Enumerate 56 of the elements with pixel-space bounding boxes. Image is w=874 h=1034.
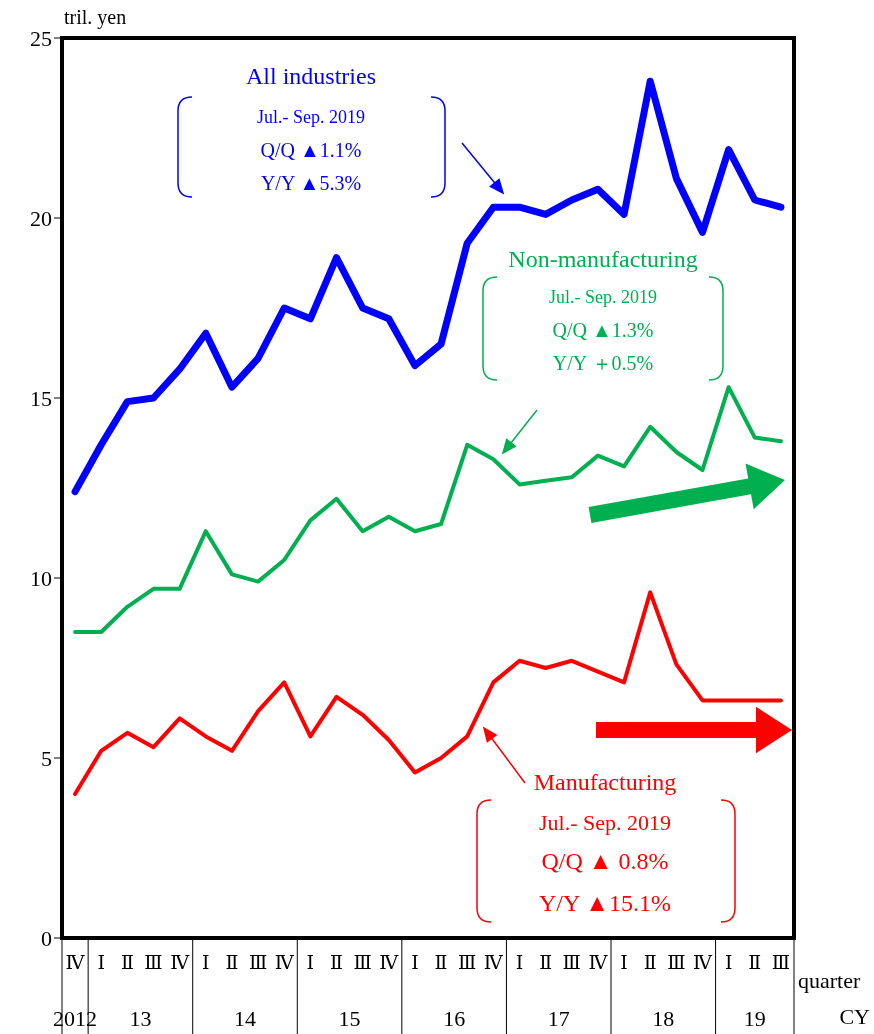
x-tick-label: Ⅳ: [274, 951, 295, 974]
x-tick-label: Ⅲ: [248, 951, 268, 974]
x-tick-label: Ⅳ: [693, 951, 714, 974]
annotation: Q/Q ▲ 0.8%: [541, 848, 669, 874]
x-tick-label: Ⅲ: [144, 951, 163, 974]
annotation: Y/Y ＋0.5%: [552, 352, 654, 374]
annotation: Y/Y ▲15.1%: [538, 890, 672, 916]
x-tick-label: Ⅱ: [539, 951, 553, 974]
text: Non-manufacturing: [508, 246, 698, 272]
x-tick-label: Ⅰ: [515, 951, 524, 974]
x-tick-label: Ⅲ: [562, 951, 581, 974]
text: CY: [839, 1004, 871, 1029]
x-tick-label: Ⅳ: [483, 951, 504, 974]
annotation: Jul.- Sep. 2019: [549, 287, 657, 307]
text: Manufacturing: [533, 769, 677, 795]
x-tick-label: Ⅱ: [748, 951, 762, 974]
annotation: Jul.- Sep. 2019: [539, 810, 671, 835]
text: 14: [234, 1006, 256, 1031]
x-tick-label: Ⅰ: [97, 951, 105, 974]
x-tick-label: Ⅳ: [379, 951, 400, 974]
x-tick-label: Ⅱ: [434, 951, 448, 974]
annotation: Q/Q ▲1.1%: [260, 139, 362, 161]
x-tick-label: Ⅲ: [667, 951, 686, 974]
x-tick-label: Ⅱ: [643, 951, 657, 974]
y-tick-label: 0: [41, 925, 52, 951]
text: 13: [129, 1006, 152, 1031]
x-tick-label: Ⅱ: [225, 951, 239, 974]
annotation: Q/Q ▲1.3%: [552, 319, 654, 341]
x-tick-label: Ⅳ: [65, 951, 86, 974]
text: 15: [338, 1006, 361, 1031]
x-tick-label: Ⅰ: [411, 951, 419, 974]
x-tick-label: Ⅰ: [306, 951, 315, 974]
annotation: Jul.- Sep. 2019: [257, 107, 365, 127]
text: 16: [443, 1006, 466, 1031]
y-tick-label: 10: [30, 565, 52, 591]
text: All industries: [246, 63, 376, 89]
x-tick-label: Ⅱ: [120, 951, 134, 974]
x-tick-label: Ⅰ: [202, 951, 210, 974]
x-tick-label: Ⅰ: [724, 951, 733, 974]
y-tick-label: 15: [30, 385, 52, 411]
x-tick-label: Ⅳ: [588, 951, 609, 974]
annotation: Y/Y ▲5.3%: [260, 172, 362, 194]
x-tick-label: Ⅲ: [458, 951, 477, 974]
y-axis-title: tril. yen: [64, 6, 127, 29]
text: 19: [743, 1006, 766, 1031]
x-tick-label: Ⅱ: [330, 951, 343, 974]
x-tick-label: Ⅰ: [620, 951, 628, 974]
x-tick-label: Ⅳ: [170, 951, 191, 974]
text: 18: [652, 1006, 675, 1031]
y-tick-label: 5: [41, 745, 52, 771]
y-tick-label: 25: [30, 25, 52, 51]
text: 17: [547, 1006, 570, 1031]
x-axis-title: quarter: [798, 968, 861, 993]
y-tick-label: 20: [30, 205, 52, 231]
x-tick-label: Ⅲ: [771, 951, 791, 974]
x-tick-label: Ⅲ: [353, 951, 372, 974]
